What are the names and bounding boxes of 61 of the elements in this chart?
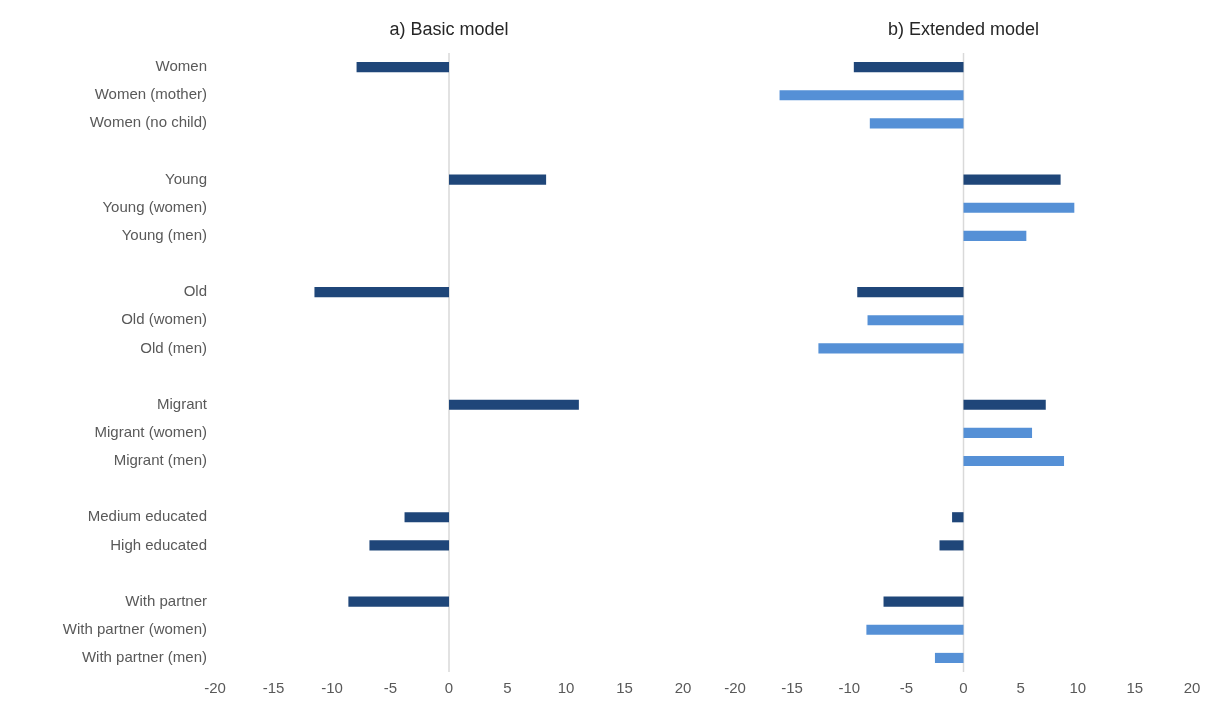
y-tick-label: Women (no child) bbox=[89, 113, 207, 131]
bar bbox=[963, 455, 1065, 467]
bar bbox=[853, 62, 964, 73]
bar bbox=[314, 287, 449, 298]
bar bbox=[963, 174, 1061, 185]
x-tick-label: -10 bbox=[321, 679, 343, 697]
bar bbox=[818, 343, 964, 354]
x-tick-label: -20 bbox=[724, 679, 746, 697]
y-tick-label: Migrant bbox=[156, 394, 208, 412]
bar bbox=[867, 315, 964, 326]
bar bbox=[449, 399, 579, 410]
y-tick-label: Migrant (women) bbox=[94, 422, 207, 440]
bar bbox=[963, 230, 1027, 241]
x-tick-label: 10 bbox=[1069, 679, 1087, 697]
bar bbox=[952, 512, 964, 523]
x-tick-label: 15 bbox=[1126, 679, 1144, 697]
bar bbox=[356, 62, 449, 73]
x-tick-label: -15 bbox=[262, 679, 285, 697]
bar bbox=[369, 540, 449, 551]
y-tick-label: Medium educated bbox=[87, 507, 207, 525]
bar bbox=[934, 652, 964, 663]
x-tick-label: 5 bbox=[503, 679, 512, 697]
x-tick-label: -5 bbox=[383, 679, 398, 697]
bar bbox=[963, 399, 1046, 410]
x-tick-label: -5 bbox=[899, 679, 914, 697]
bar bbox=[883, 596, 964, 607]
bar bbox=[449, 174, 547, 185]
bar bbox=[857, 287, 964, 298]
bar bbox=[963, 202, 1075, 213]
x-tick-label: 5 bbox=[1016, 679, 1025, 697]
y-tick-label: High educated bbox=[110, 535, 207, 553]
y-tick-label: Old (women) bbox=[121, 310, 207, 328]
x-tick-label: 0 bbox=[959, 679, 968, 697]
y-tick-label: With partner (women) bbox=[62, 619, 207, 637]
y-tick-label: With partner bbox=[125, 591, 207, 609]
chart-title: a) Basic model bbox=[389, 18, 509, 39]
x-tick-label: 0 bbox=[444, 679, 454, 697]
bar bbox=[404, 512, 449, 523]
y-tick-label: Old (men) bbox=[140, 338, 207, 356]
x-tick-label: 20 bbox=[674, 679, 692, 697]
y-tick-label: Young (men) bbox=[121, 226, 207, 244]
bar bbox=[866, 624, 964, 635]
y-tick-label: Young (women) bbox=[102, 197, 207, 215]
bar bbox=[939, 540, 964, 551]
bar bbox=[779, 90, 964, 101]
y-tick-label: Young bbox=[165, 169, 207, 187]
x-tick-label: 15 bbox=[616, 679, 633, 697]
y-tick-label: Old bbox=[183, 282, 207, 300]
chart-title: b) Extended model bbox=[887, 18, 1040, 39]
y-tick-label: Women bbox=[155, 57, 207, 75]
y-tick-label: With partner (men) bbox=[81, 648, 207, 666]
y-tick-label: Migrant (men) bbox=[113, 451, 207, 469]
bar bbox=[869, 118, 964, 129]
y-tick-label: Women (mother) bbox=[94, 85, 207, 103]
bar bbox=[963, 427, 1033, 438]
x-tick-label: 20 bbox=[1183, 679, 1201, 697]
x-tick-label: -15 bbox=[781, 679, 803, 697]
x-tick-label: 10 bbox=[557, 679, 575, 697]
x-tick-label: -20 bbox=[204, 679, 226, 697]
x-tick-label: -10 bbox=[838, 679, 861, 697]
bar bbox=[348, 596, 449, 607]
